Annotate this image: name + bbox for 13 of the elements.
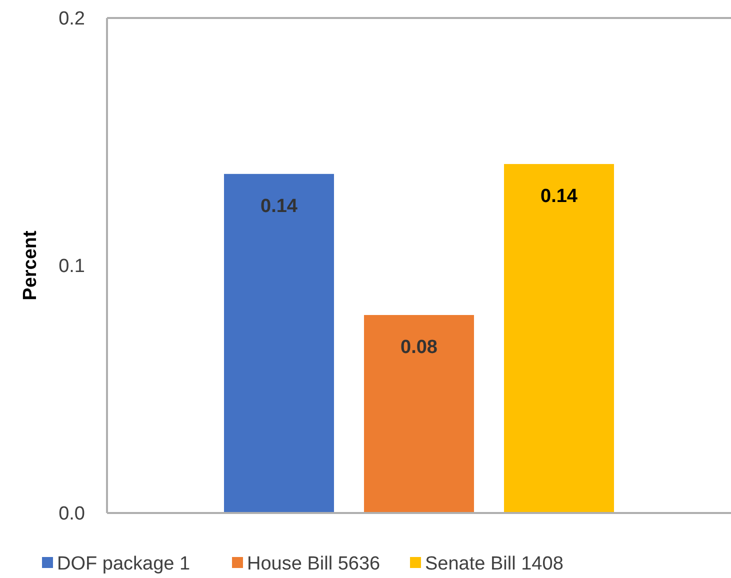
legend-label: House Bill 5636 (247, 554, 380, 575)
data-label: 0.08 (400, 337, 438, 358)
legend-label: DOF package 1 (57, 554, 190, 575)
y-tick-label: 0.1 (58, 256, 85, 278)
data-label: 0.14 (260, 196, 298, 217)
bar (224, 174, 334, 513)
data-label: 0.14 (540, 186, 578, 208)
bar (364, 315, 474, 513)
legend-label: Senate Bill 1408 (425, 554, 564, 575)
y-tick-label: 0.0 (58, 504, 85, 525)
y-axis-title: Percent (20, 230, 41, 300)
y-tick-label: 0.2 (58, 8, 85, 30)
bar (504, 164, 614, 513)
